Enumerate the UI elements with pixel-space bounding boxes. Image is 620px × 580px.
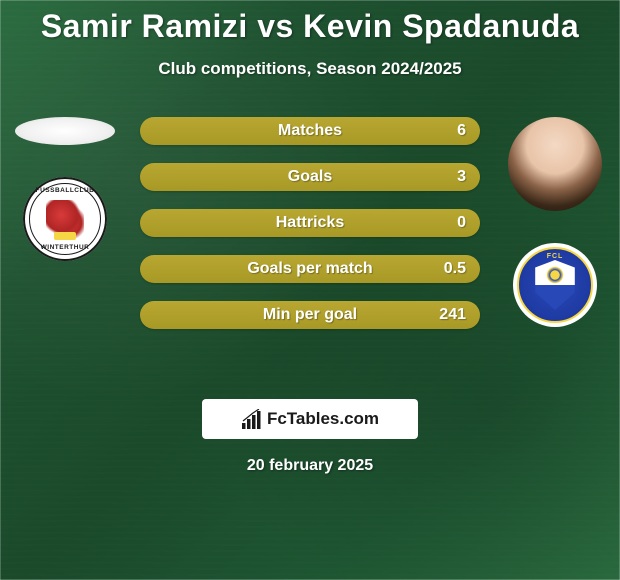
stat-label: Matches	[278, 122, 342, 140]
club1-lion-icon	[46, 200, 84, 238]
stat-label: Hattricks	[276, 214, 344, 232]
player2-photo	[508, 117, 602, 211]
stat-label: Goals	[288, 168, 332, 186]
player1-photo	[15, 117, 115, 145]
stat-row-hattricks: Hattricks 0	[140, 209, 480, 237]
branding-text: FcTables.com	[267, 409, 379, 429]
player2-name: Kevin Spadanuda	[303, 8, 579, 44]
club1-text-top: FUSSBALLCLUB	[36, 187, 95, 194]
branding-box: FcTables.com	[202, 399, 418, 439]
subtitle: Club competitions, Season 2024/2025	[0, 59, 620, 79]
player1-name: Samir Ramizi	[41, 8, 248, 44]
stat-row-min-per-goal: Min per goal 241	[140, 301, 480, 329]
stats-bars: Matches 6 Goals 3 Hattricks 0 Goals per …	[140, 117, 480, 329]
fctables-chart-icon	[241, 409, 263, 429]
stat-row-goals-per-match: Goals per match 0.5	[140, 255, 480, 283]
club2-text-top: FCL	[547, 253, 564, 260]
stat-row-goals: Goals 3	[140, 163, 480, 191]
club2-badge: FCL	[513, 243, 597, 327]
club1-badge: FUSSBALLCLUB WINTERTHUR	[23, 177, 107, 261]
stat-value: 3	[457, 168, 466, 186]
comparison-title: Samir Ramizi vs Kevin Spadanuda	[0, 8, 620, 45]
date-text: 20 february 2025	[0, 457, 620, 475]
club2-shield-icon	[533, 260, 577, 310]
stat-label: Min per goal	[263, 306, 357, 324]
stats-area: FUSSBALLCLUB WINTERTHUR Matches 6 Goals …	[0, 117, 620, 377]
stat-row-matches: Matches 6	[140, 117, 480, 145]
stat-label: Goals per match	[247, 260, 372, 278]
club1-text-bottom: WINTERTHUR	[41, 244, 90, 251]
stat-value: 0.5	[444, 260, 466, 278]
stat-value: 6	[457, 122, 466, 140]
stat-value: 241	[439, 306, 466, 324]
player1-column: FUSSBALLCLUB WINTERTHUR	[10, 117, 120, 261]
vs-separator: vs	[257, 8, 294, 44]
player2-column: FCL	[500, 117, 610, 327]
stat-value: 0	[457, 214, 466, 232]
